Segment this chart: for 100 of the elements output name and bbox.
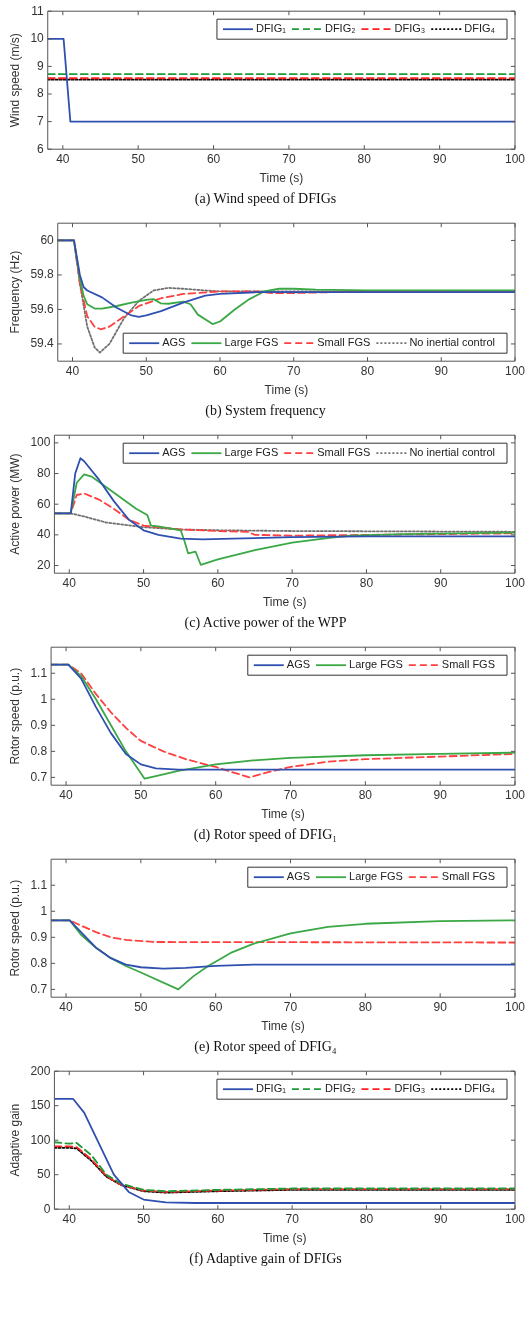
x-tick-label: 70 <box>282 151 296 166</box>
x-tick-label: 40 <box>56 151 70 166</box>
legend-label: DFIG₃ <box>394 22 426 35</box>
text: (d) Rotor speed of DFIG₁ <box>192 826 339 844</box>
y-tick-label: 20 <box>37 557 51 572</box>
x-tick-label: 60 <box>211 575 225 590</box>
x-tick-label: 40 <box>65 363 80 378</box>
y-axis-title: Active power (MW) <box>7 453 22 555</box>
x-tick-label: 40 <box>59 787 74 802</box>
legend-label: Large FGS <box>349 870 403 883</box>
y-tick-label: 0.9 <box>30 717 48 732</box>
legend-label: DFIG₄ <box>464 1082 496 1095</box>
x-tick-label: 70 <box>283 999 298 1014</box>
legend-label: Small FGS <box>317 336 371 349</box>
legend-label: DFIG₃ <box>394 1082 426 1095</box>
x-axis-title: Time (s) <box>259 171 304 186</box>
y-tick-label: 0 <box>43 1201 51 1216</box>
x-tick-label: 80 <box>360 363 375 378</box>
x-tick-label: 90 <box>434 1211 448 1226</box>
legend-label: AGS <box>162 446 186 459</box>
x-tick-label: 90 <box>433 787 448 802</box>
y-tick-label: 1 <box>40 903 48 918</box>
x-tick-label: 80 <box>357 151 372 166</box>
legend-label: AGS <box>286 658 311 671</box>
y-tick-label: 200 <box>30 1063 51 1078</box>
y-tick-label: 8 <box>37 86 45 101</box>
legend-label: AGS <box>162 336 186 349</box>
x-tick-label: 90 <box>434 575 448 590</box>
x-tick-label: 50 <box>139 363 154 378</box>
x-tick-label: 80 <box>359 1211 374 1226</box>
x-tick-label: 50 <box>136 1211 151 1226</box>
x-axis-title: Time (s) <box>261 807 305 822</box>
x-tick-label: 50 <box>131 151 146 166</box>
y-axis-title: Rotor speed (p.u.) <box>7 667 22 765</box>
y-tick-label: 150 <box>30 1098 51 1113</box>
y-axis-title: Rotor speed (p.u.) <box>7 879 22 977</box>
text: (a) Wind speed of DFIGs <box>193 190 338 208</box>
y-tick-label: 0.8 <box>30 743 48 758</box>
y-tick-label: 60 <box>40 232 55 247</box>
x-axis-title: Time (s) <box>261 1019 305 1034</box>
y-tick-label: 59.6 <box>30 301 55 316</box>
text: (e) Rotor speed of DFIG₄ <box>193 1038 338 1056</box>
y-tick-label: 100 <box>30 435 51 450</box>
legend-label: DFIG₁ <box>255 1082 287 1095</box>
x-tick-label: 100 <box>504 363 526 378</box>
y-tick-label: 40 <box>37 527 51 542</box>
x-tick-label: 50 <box>134 999 148 1014</box>
y-tick-label: 100 <box>30 1132 51 1147</box>
x-tick-label: 90 <box>432 151 447 166</box>
y-tick-label: 9 <box>37 58 45 73</box>
x-tick-label: 80 <box>359 575 374 590</box>
y-tick-label: 0.8 <box>30 955 48 970</box>
legend-label: Large FGS <box>224 336 279 349</box>
x-tick-label: 80 <box>358 787 373 802</box>
x-tick-label: 50 <box>134 787 148 802</box>
x-tick-label: 60 <box>206 151 221 166</box>
y-tick-label: 11 <box>31 3 45 18</box>
legend-label: Small FGS <box>317 446 371 459</box>
x-axis-title: Time (s) <box>262 595 307 610</box>
text: (b) System frequency <box>204 402 327 420</box>
y-tick-label: 0.7 <box>30 769 48 784</box>
y-tick-label: 0.9 <box>30 929 48 944</box>
y-tick-label: 1.1 <box>30 877 48 892</box>
legend-label: DFIG₄ <box>464 22 496 35</box>
legend-label: No inertial control <box>409 336 495 349</box>
x-tick-label: 40 <box>62 1211 77 1226</box>
x-axis-title: Time (s) <box>262 1231 307 1246</box>
y-tick-label: 50 <box>37 1167 51 1182</box>
x-tick-label: 60 <box>213 363 227 378</box>
legend-label: DFIG₂ <box>324 22 356 35</box>
y-tick-label: 1.1 <box>30 665 48 680</box>
x-tick-label: 70 <box>287 363 301 378</box>
text: (f) Adaptive gain of DFIGs <box>188 1250 343 1268</box>
legend-label: Small FGS <box>441 658 496 671</box>
x-tick-label: 70 <box>283 787 298 802</box>
y-tick-label: 6 <box>37 141 45 156</box>
legend-label: Small FGS <box>441 870 496 883</box>
x-tick-label: 100 <box>504 787 526 802</box>
x-tick-label: 90 <box>433 999 448 1014</box>
y-tick-label: 59.8 <box>30 267 55 282</box>
x-tick-label: 40 <box>59 999 74 1014</box>
x-tick-label: 80 <box>358 999 373 1014</box>
legend-label: AGS <box>286 870 311 883</box>
legend-label: DFIG₁ <box>255 22 287 35</box>
x-tick-label: 100 <box>504 151 526 166</box>
y-axis-title: Adaptive gain <box>7 1103 22 1177</box>
text: (c) Active power of the WPP <box>183 614 348 632</box>
y-tick-label: 80 <box>37 465 51 480</box>
x-tick-label: 70 <box>285 1211 300 1226</box>
x-tick-label: 50 <box>136 575 151 590</box>
y-tick-label: 59.4 <box>30 336 55 351</box>
x-axis-title: Time (s) <box>264 383 309 398</box>
y-tick-label: 10 <box>30 31 45 46</box>
x-tick-label: 100 <box>504 1211 526 1226</box>
x-tick-label: 90 <box>434 363 449 378</box>
legend-label: Large FGS <box>224 446 279 459</box>
y-axis-title: Frequency (Hz) <box>7 250 22 334</box>
x-tick-label: 60 <box>209 787 223 802</box>
x-tick-label: 100 <box>504 575 526 590</box>
legend-label: DFIG₂ <box>324 1082 356 1095</box>
